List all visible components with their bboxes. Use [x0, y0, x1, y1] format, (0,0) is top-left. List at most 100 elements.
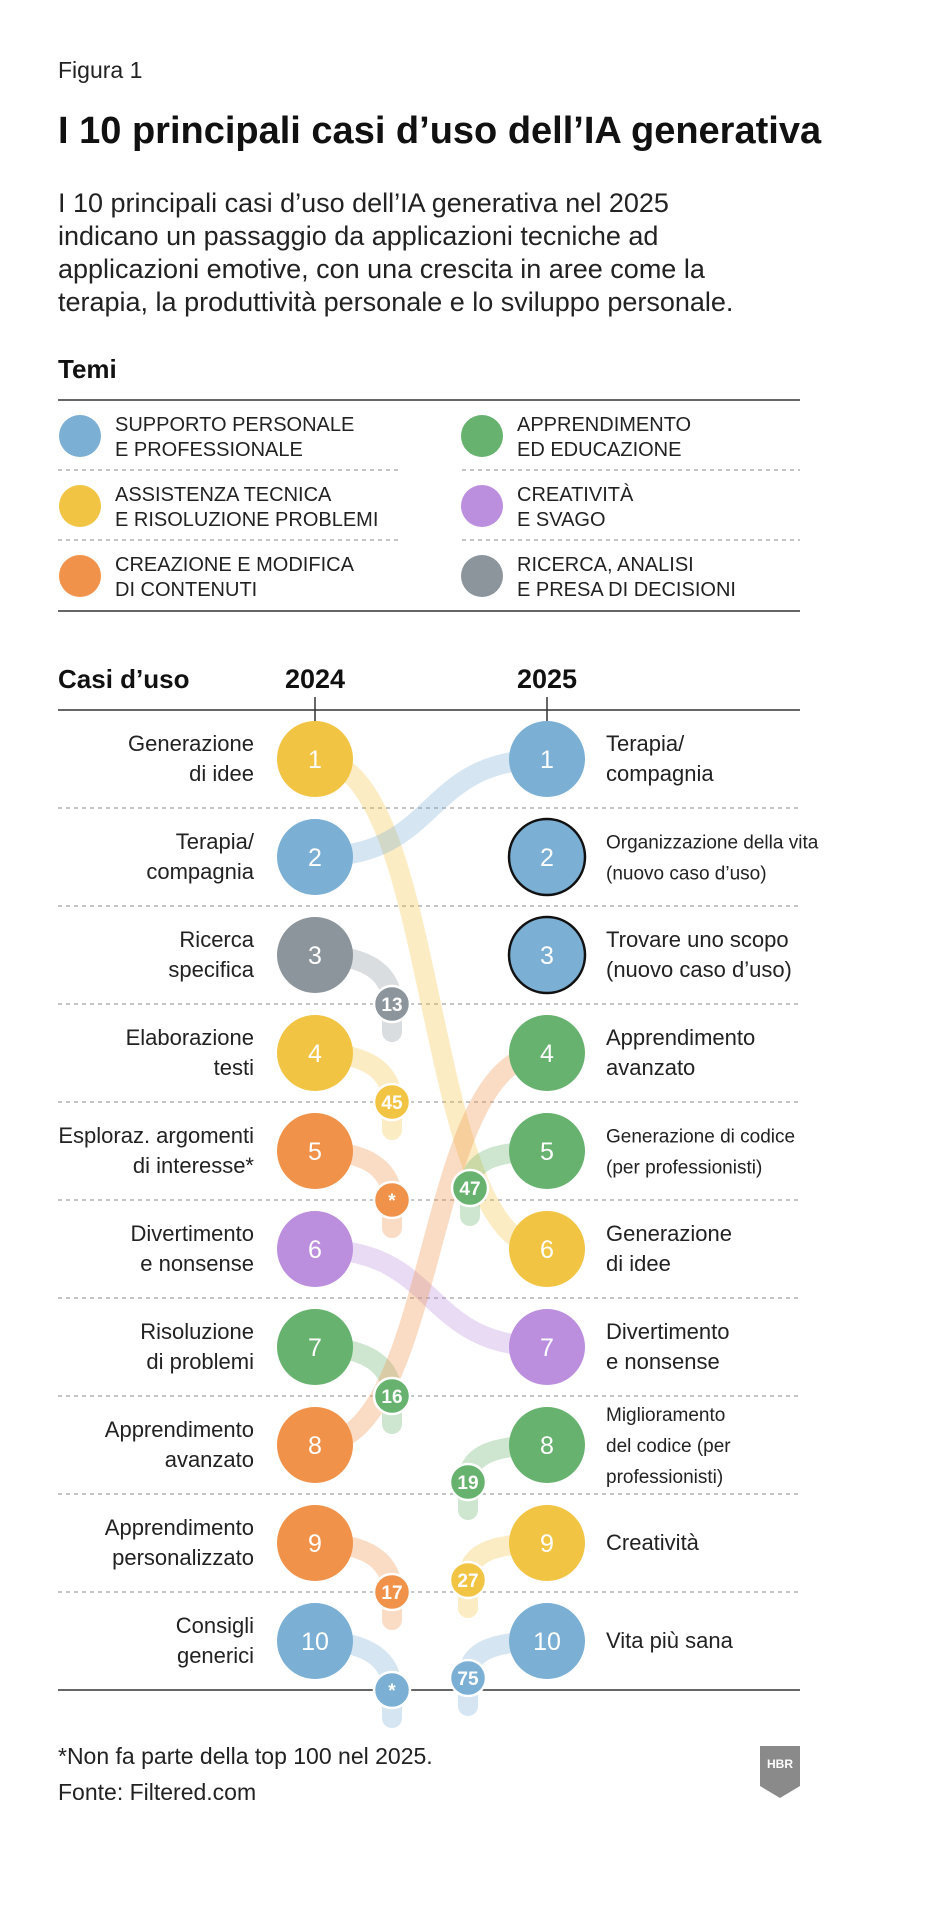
left-label: di problemi: [146, 1349, 254, 1374]
node-2025-5: 5: [509, 1113, 585, 1189]
rank-2025-badge: *: [372, 1180, 412, 1220]
rank-2024-badge: 75: [448, 1658, 488, 1698]
svg-text:6: 6: [540, 1236, 554, 1264]
node-layer: 1 2 13 3 45 4 * 5 6 16 7 8 17 9 * 10 1 2 3 4 47 5 6 7 19 8 27 9 75 10: [277, 721, 587, 1710]
description-line: I 10 principali casi d’uso dell’IA gener…: [58, 188, 669, 218]
legend-item-label: E PROFESSIONALE: [115, 439, 303, 461]
description-line: applicazioni emotive, con una crescita i…: [58, 254, 706, 284]
node-2025-2: 2: [507, 817, 587, 897]
left-label: e nonsense: [140, 1251, 254, 1276]
legend-item-tech: ASSISTENZA TECNICA E RISOLUZIONE PROBLEMI: [59, 484, 378, 531]
svg-text:8: 8: [308, 1432, 322, 1460]
svg-text:9: 9: [308, 1530, 322, 1558]
left-label: Ricerca: [179, 927, 254, 952]
node-2024-6: 6: [277, 1211, 353, 1287]
svg-text:13: 13: [381, 995, 402, 1016]
svg-text:17: 17: [381, 1583, 402, 1604]
svg-text:5: 5: [308, 1138, 322, 1166]
legend-item-label: ED EDUCAZIONE: [517, 439, 681, 461]
right-label: del codice (per: [606, 1436, 731, 1457]
right-label: (nuovo caso d’uso): [606, 864, 767, 885]
legend-item-label: E PRESA DI DECISIONI: [517, 579, 736, 601]
right-label: di idee: [606, 1251, 671, 1276]
slope-plot: Casi d’uso 2024 2025 1 2 13 3 45 4 * 5 6 1 6 7 8 17 9 * 10 1…: [58, 664, 819, 1728]
legend-item-label: CREAZIONE E MODIFICA: [115, 554, 355, 576]
legend-item-label: CREATIVITÀ: [517, 483, 634, 506]
svg-text:75: 75: [457, 1669, 479, 1690]
left-label: di idee: [189, 761, 254, 786]
svg-text:*: *: [388, 1681, 396, 1702]
rank-2024-badge: 47: [450, 1168, 490, 1208]
legend-item-label: RICERCA, ANALISI: [517, 554, 694, 576]
rank-2025-badge: 17: [372, 1572, 412, 1612]
legend-swatch: [461, 555, 503, 597]
legend-swatch: [59, 415, 101, 457]
node-2025-7: 7: [509, 1309, 585, 1385]
left-label: specifica: [168, 957, 254, 982]
rank-2025-badge: *: [372, 1670, 412, 1710]
year-header-2025: 2025: [517, 664, 577, 694]
left-label: di interesse*: [133, 1153, 255, 1178]
left-label: Divertimento: [131, 1221, 254, 1246]
left-label: testi: [214, 1055, 254, 1080]
node-2024-3: 3: [277, 917, 353, 993]
legend-item-support: SUPPORTO PERSONALE E PROFESSIONALE: [59, 414, 354, 461]
year-header-2024: 2024: [285, 664, 345, 694]
svg-text:1: 1: [308, 746, 322, 774]
left-label: compagnia: [146, 859, 254, 884]
svg-text:45: 45: [381, 1093, 403, 1114]
connector-left-6: [305, 1239, 557, 1357]
legend-item-label: SUPPORTO PERSONALE: [115, 414, 354, 436]
svg-text:2: 2: [540, 844, 554, 872]
svg-text:*: *: [388, 1191, 396, 1212]
right-label: compagnia: [606, 761, 714, 786]
right-label: Vita più sana: [606, 1628, 734, 1653]
node-2025-6: 6: [509, 1211, 585, 1287]
legend-item-label: E SVAGO: [517, 509, 606, 531]
svg-text:1: 1: [540, 746, 554, 774]
figure-label: Figura 1: [58, 57, 142, 83]
node-2024-10: 10: [277, 1603, 353, 1679]
rank-2025-badge: 13: [372, 984, 412, 1024]
right-label: Creatività: [606, 1530, 700, 1555]
legend-swatch: [461, 415, 503, 457]
row-header: Casi d’uso: [58, 664, 189, 694]
rank-2024-badge: 19: [448, 1462, 488, 1502]
svg-text:6: 6: [308, 1236, 322, 1264]
theme-legend: Temi SUPPORTO PERSONALE E PROFESSIONALE APP…: [58, 354, 800, 612]
right-label: professionisti): [606, 1467, 723, 1488]
legend-item-label: E RISOLUZIONE PROBLEMI: [115, 509, 378, 531]
svg-text:3: 3: [540, 942, 554, 970]
svg-text:27: 27: [457, 1571, 478, 1592]
legend-heading: Temi: [58, 354, 117, 384]
left-label: generici: [177, 1643, 254, 1668]
right-label: Apprendimento: [606, 1025, 755, 1050]
right-label: (per professionisti): [606, 1158, 762, 1179]
right-label: Trovare uno scopo: [606, 927, 789, 952]
svg-text:4: 4: [540, 1040, 554, 1068]
node-2025-9: 9: [509, 1505, 585, 1581]
legend-item-research: RICERCA, ANALISI E PRESA DI DECISIONI: [461, 554, 736, 601]
rank-2024-badge: 27: [448, 1560, 488, 1600]
svg-text:5: 5: [540, 1138, 554, 1166]
node-2025-10: 10: [509, 1603, 585, 1679]
left-label: Consigli: [176, 1613, 254, 1638]
legend-item-learning: APPRENDIMENTO ED EDUCAZIONE: [461, 414, 691, 461]
svg-text:8: 8: [540, 1432, 554, 1460]
left-label: Apprendimento: [105, 1417, 254, 1442]
legend-swatch: [59, 485, 101, 527]
node-2025-3: 3: [507, 915, 587, 995]
node-2024-7: 7: [277, 1309, 353, 1385]
hbr-logo: HBR: [760, 1746, 800, 1798]
node-2025-8: 8: [509, 1407, 585, 1483]
connector-left-8: [305, 1043, 557, 1455]
footnote: *Non fa parte della top 100 nel 2025.: [58, 1743, 433, 1769]
left-label: Elaborazione: [126, 1025, 254, 1050]
left-label: Esploraz. argomenti: [58, 1123, 254, 1148]
right-label: Terapia/: [606, 731, 685, 756]
right-label: Organizzazione della vita: [606, 833, 819, 854]
svg-text:9: 9: [540, 1530, 554, 1558]
chart-title: I 10 principali casi d’uso dell’IA gener…: [58, 110, 822, 152]
